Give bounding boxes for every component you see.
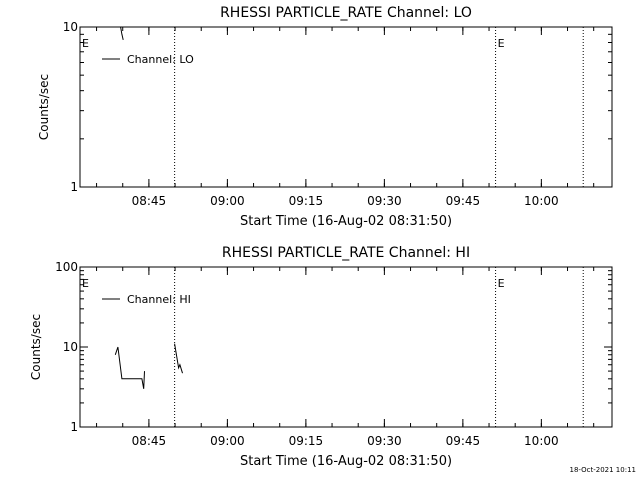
chart-title: RHESSI PARTICLE_RATE Channel: LO <box>220 5 472 21</box>
event-marker: E <box>498 37 505 50</box>
event-marker: E <box>498 277 505 290</box>
x-axis-label: Start Time (16-Aug-02 08:31:50) <box>240 214 452 229</box>
y-axis-label: Counts/sec <box>37 74 51 140</box>
y-tick-label: 1 <box>70 180 78 194</box>
x-tick-label: 09:15 <box>289 434 324 448</box>
event-marker: E <box>82 37 89 50</box>
series-line <box>174 343 183 374</box>
x-tick-label: 08:45 <box>132 434 167 448</box>
x-tick-label: 10:00 <box>524 194 559 208</box>
x-tick-label: 09:00 <box>210 434 245 448</box>
x-tick-label: 10:00 <box>524 434 559 448</box>
y-tick-label: 100 <box>55 260 78 274</box>
series-line <box>114 346 145 389</box>
footer-timestamp: 18-Oct-2021 10:11 <box>569 466 636 474</box>
x-tick-label: 09:30 <box>367 434 402 448</box>
y-tick-label: 10 <box>63 20 78 34</box>
x-tick-label: 09:45 <box>446 434 481 448</box>
event-marker: E <box>82 277 89 290</box>
x-tick-label: 09:45 <box>446 194 481 208</box>
x-tick-label: 09:30 <box>367 194 402 208</box>
legend-label: Channel: LO <box>127 53 194 66</box>
x-axis-label: Start Time (16-Aug-02 08:31:50) <box>240 454 452 469</box>
x-tick-label: 09:15 <box>289 194 324 208</box>
y-axis-label: Counts/sec <box>29 314 43 380</box>
chart-title: RHESSI PARTICLE_RATE Channel: HI <box>222 245 470 261</box>
series-line <box>120 26 124 41</box>
y-tick-label: 10 <box>63 340 78 354</box>
x-tick-label: 08:45 <box>132 194 167 208</box>
y-tick-label: 1 <box>70 420 78 434</box>
x-tick-label: 09:00 <box>210 194 245 208</box>
plot-frame <box>79 26 613 188</box>
legend-label: Channel: HI <box>127 293 191 306</box>
plot-frame <box>79 266 613 428</box>
